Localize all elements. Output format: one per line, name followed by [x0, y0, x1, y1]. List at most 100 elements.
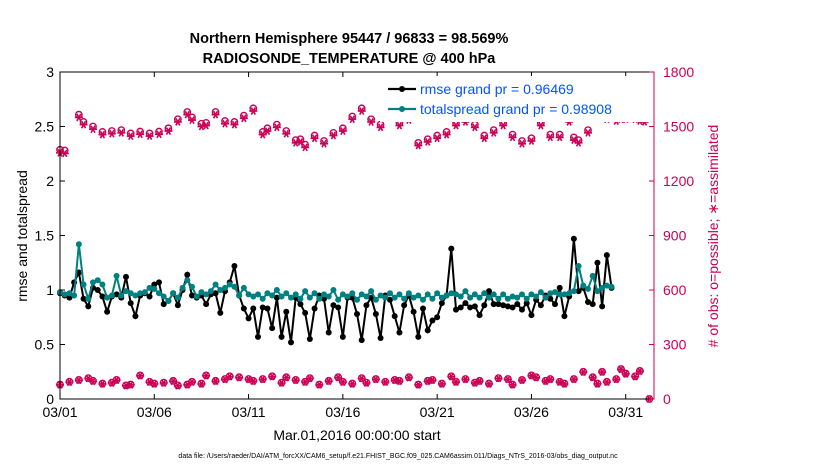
asterisk-stroke [99, 130, 106, 139]
rmse-point [330, 302, 337, 309]
y2-tick-label: 0 [663, 391, 671, 407]
y2-tick-label: 900 [663, 228, 687, 244]
y-tick-label: 2 [46, 173, 54, 189]
rmse-point [321, 295, 327, 302]
rmse-point [278, 333, 285, 340]
asterisk-stroke [175, 118, 181, 126]
asterisk-stroke [476, 377, 483, 386]
totalspread-point [71, 292, 78, 299]
asterisk-stroke [203, 121, 209, 130]
rmse-point [245, 315, 252, 322]
y2-tick-label: 1200 [663, 173, 694, 189]
totalspread-point [589, 272, 596, 279]
totalspread-point [519, 291, 525, 298]
obs-assimilated-marker [433, 134, 442, 143]
asterisk-stroke [637, 367, 643, 376]
asterisk-stroke [278, 379, 285, 387]
asterisk-stroke [472, 123, 478, 132]
rmse-point [500, 302, 507, 309]
y-axis-label: rmse and totalspread [14, 170, 30, 302]
asterisk-stroke [425, 377, 431, 386]
totalspread-point [123, 288, 129, 295]
obs-assimilated-marker [617, 365, 625, 374]
asterisk-stroke [118, 128, 124, 137]
obs-assimilated-marker [282, 373, 291, 382]
obs-assimilated-marker [60, 149, 69, 158]
asterisk-stroke [109, 129, 115, 138]
obs-assimilated-marker [89, 125, 97, 134]
totalspread-point [137, 290, 144, 297]
legend-rmse-label: rmse grand pr = 0.96469 [420, 81, 574, 97]
asterisk-stroke [151, 380, 157, 388]
totalspread-point [156, 290, 162, 297]
asterisk-stroke [198, 122, 205, 131]
asterisk-stroke [571, 375, 577, 384]
asterisk-stroke [340, 127, 346, 135]
rmse-point [113, 291, 120, 298]
totalspread-point [339, 291, 346, 298]
obs-assimilated-marker [362, 379, 371, 387]
asterisk-stroke [349, 380, 355, 388]
obs-assimilated-marker [98, 130, 107, 139]
totalspread-point [222, 284, 228, 291]
totalspread-point [608, 283, 615, 290]
obs-assimilated-marker [631, 372, 640, 381]
totalspread-point [552, 289, 558, 296]
asterisk-stroke [434, 134, 440, 143]
rmse-point [250, 305, 257, 312]
rmse-point [363, 302, 370, 309]
asterisk-stroke [250, 107, 256, 115]
rmse-point [401, 302, 408, 309]
asterisk-stroke [623, 370, 629, 378]
obs-assimilated-marker [315, 380, 324, 389]
obs-assimilated-marker [584, 128, 592, 137]
asterisk-stroke [509, 133, 516, 142]
asterisk-stroke [604, 378, 610, 387]
asterisk-stroke [241, 114, 247, 123]
rmse-point [354, 310, 360, 317]
totalspread-point [453, 291, 459, 298]
obs-assimilated-marker [301, 143, 310, 152]
asterisk-stroke [76, 376, 82, 385]
rmse-point [132, 313, 139, 320]
totalspread-point [240, 284, 247, 291]
asterisk-stroke [146, 132, 153, 141]
obs-assimilated-marker [428, 376, 437, 385]
rmse-point [372, 310, 379, 317]
asterisk-stroke [307, 374, 313, 383]
obs-assimilated-marker [65, 378, 74, 387]
totalspread-point [542, 294, 549, 301]
totalspread-point [467, 294, 474, 301]
rmse-point [481, 302, 488, 309]
obs-assimilated-marker [320, 139, 328, 148]
totalspread-point [603, 282, 610, 289]
totalspread-point [66, 290, 73, 297]
rmse-point [264, 305, 271, 312]
obs-assimilated-marker [480, 134, 489, 143]
obs-assimilated-marker [423, 138, 432, 146]
rmse-point [504, 303, 511, 310]
asterisk-stroke [184, 110, 190, 119]
obs-assimilated-marker [169, 377, 178, 386]
obs-assimilated-marker [98, 380, 107, 388]
asterisk-stroke [585, 128, 591, 137]
obs-assimilated-marker [338, 378, 347, 387]
obs-assimilated-marker [112, 376, 121, 385]
rmse-point [589, 301, 596, 308]
totalspread-point [61, 291, 68, 298]
totalspread-point [528, 291, 535, 298]
asterisk-stroke [260, 375, 266, 384]
rmse-point [160, 301, 167, 308]
asterisk-stroke [538, 121, 544, 130]
totalspread-point [580, 282, 587, 289]
obs-assimilated-marker [230, 120, 239, 129]
rmse-point [471, 303, 478, 310]
obs-assimilated-marker [404, 373, 413, 382]
asterisk-stroke [165, 127, 172, 135]
asterisk-stroke [528, 371, 535, 380]
legend: rmse grand pr = 0.96469 totalspread gran… [380, 76, 652, 122]
asterisk-stroke [175, 381, 181, 390]
obs-assimilated-marker [390, 376, 399, 385]
rmse-point [283, 308, 290, 315]
totalspread-point [514, 294, 521, 301]
